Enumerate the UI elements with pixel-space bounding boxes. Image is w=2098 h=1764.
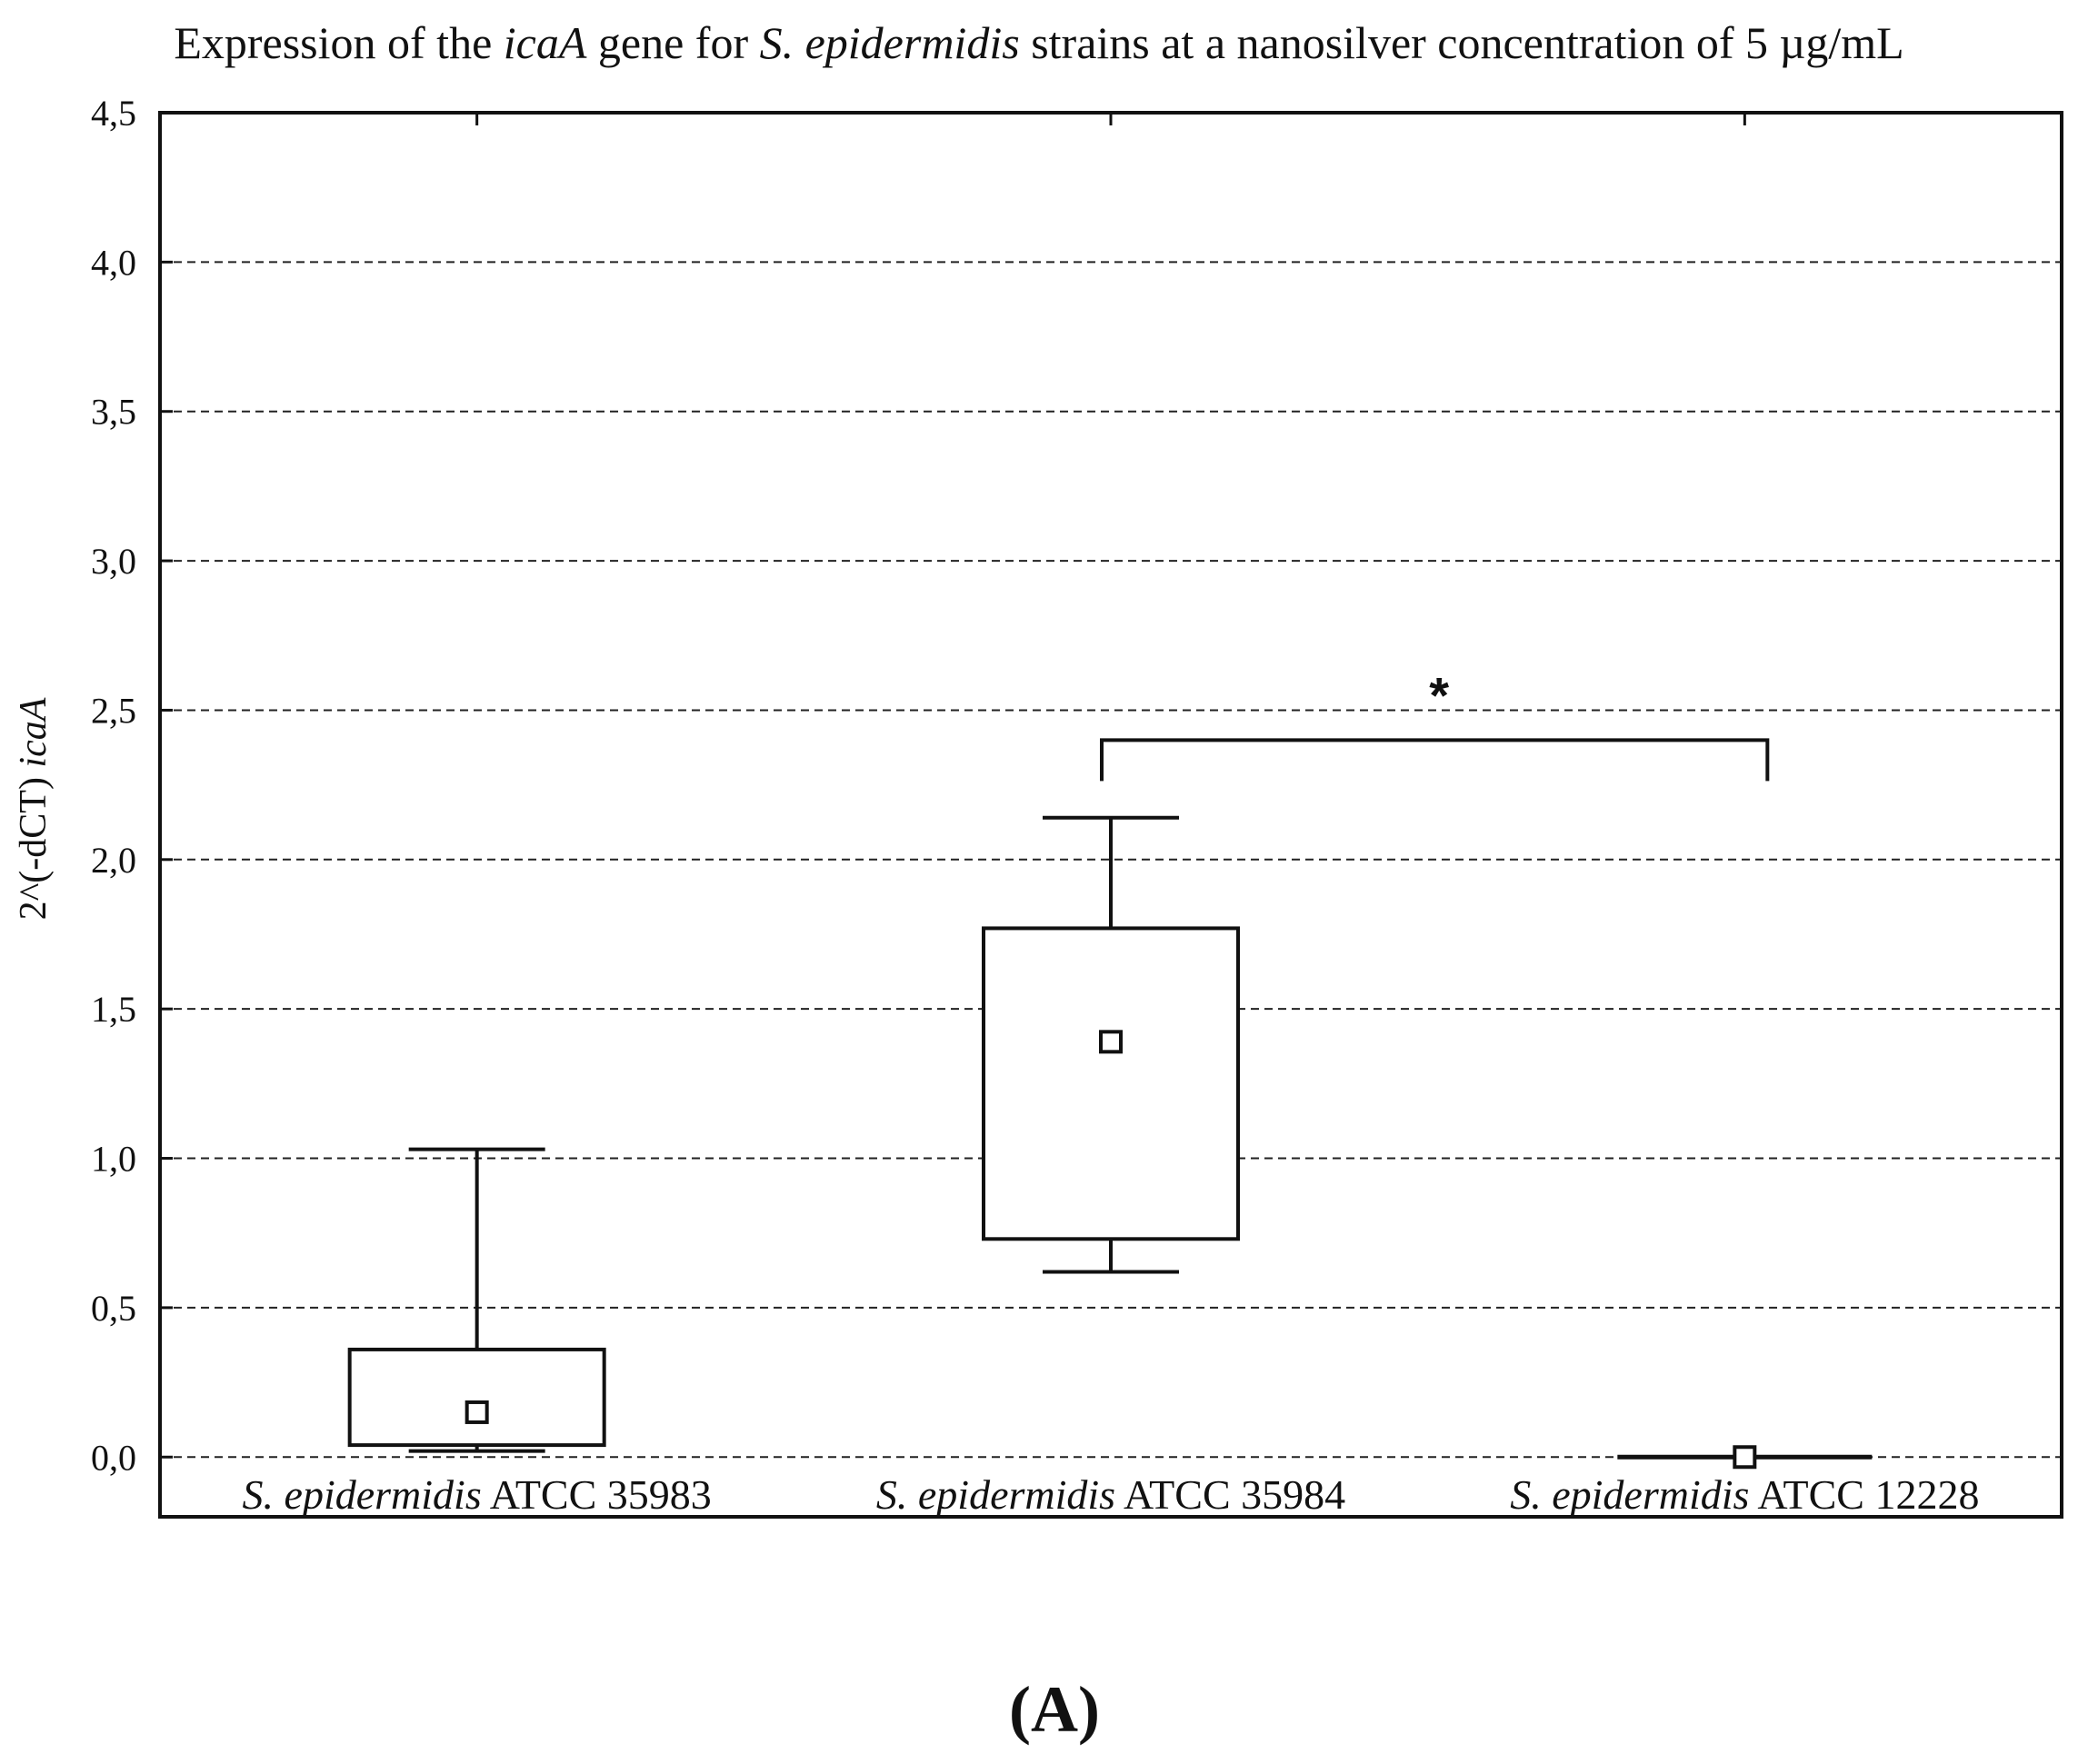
plot-frame (158, 111, 2063, 1519)
y-tick-label: 1,0 (91, 1139, 136, 1180)
y-tick-label: 3,5 (91, 392, 136, 433)
title-part-3: S. epidermidis (760, 17, 1020, 68)
title-part-1: icaA (504, 17, 587, 68)
median-marker (1099, 1030, 1123, 1054)
title-part-4: strains at a nanosilver concentration of… (1020, 17, 1904, 68)
y-tick-label: 0,0 (91, 1437, 136, 1478)
y-tick-label: 1,5 (91, 989, 136, 1030)
y-axis-label: 2^(-dCT) icaA (13, 697, 55, 920)
panel-label: (A) (1009, 1673, 1100, 1746)
y-tick-label: 4,0 (91, 242, 136, 283)
bracket-line (1100, 738, 1770, 782)
box-group-3 (1617, 1445, 1873, 1470)
significance-bracket: * (1100, 666, 1770, 782)
x-category-label-3: S. epidermidis ATCC 12228 (1510, 1471, 1979, 1518)
title-part-0: Expression of the (174, 17, 503, 68)
box-series (347, 815, 1873, 1470)
strain-name: ATCC 12228 (1749, 1471, 1979, 1518)
ylabel-part-1: icaA (13, 697, 55, 767)
median-marker (465, 1400, 489, 1424)
y-axis: 0,0 0,5 1,0 1,5 2,0 2,5 3,0 3,5 4,0 4,5 (91, 93, 1746, 1478)
strain-name: ATCC 35983 (482, 1471, 712, 1518)
title-part-2: gene for (586, 17, 759, 68)
species-name: S. epidermidis (1510, 1471, 1749, 1518)
y-tick-label: 3,0 (91, 541, 136, 582)
y-tick-label: 2,0 (91, 840, 136, 881)
y-tick-label: 0,5 (91, 1288, 136, 1329)
ylabel-part-0: 2^(-dCT) (13, 768, 55, 921)
chart-title: Expression of the icaA gene for S. epide… (174, 17, 1903, 68)
species-name: S. epidermidis (876, 1471, 1115, 1518)
x-category-label-1: S. epidermidis ATCC 35983 (243, 1471, 712, 1518)
y-tick-label: 4,5 (91, 93, 136, 134)
box-iqr (347, 1347, 606, 1448)
species-name: S. epidermidis (243, 1471, 482, 1518)
significance-star: * (1429, 666, 1449, 723)
box-group-1 (347, 1147, 606, 1453)
box-group-2 (982, 815, 1240, 1274)
strain-name: ATCC 35984 (1115, 1471, 1345, 1518)
x-category-label-2: S. epidermidis ATCC 35984 (876, 1471, 1345, 1518)
median-marker (1733, 1445, 1757, 1470)
x-category-labels: S. epidermidis ATCC 35983 S. epidermidis … (243, 1471, 1980, 1518)
box-iqr (982, 926, 1240, 1241)
y-tick-label: 2,5 (91, 690, 136, 731)
